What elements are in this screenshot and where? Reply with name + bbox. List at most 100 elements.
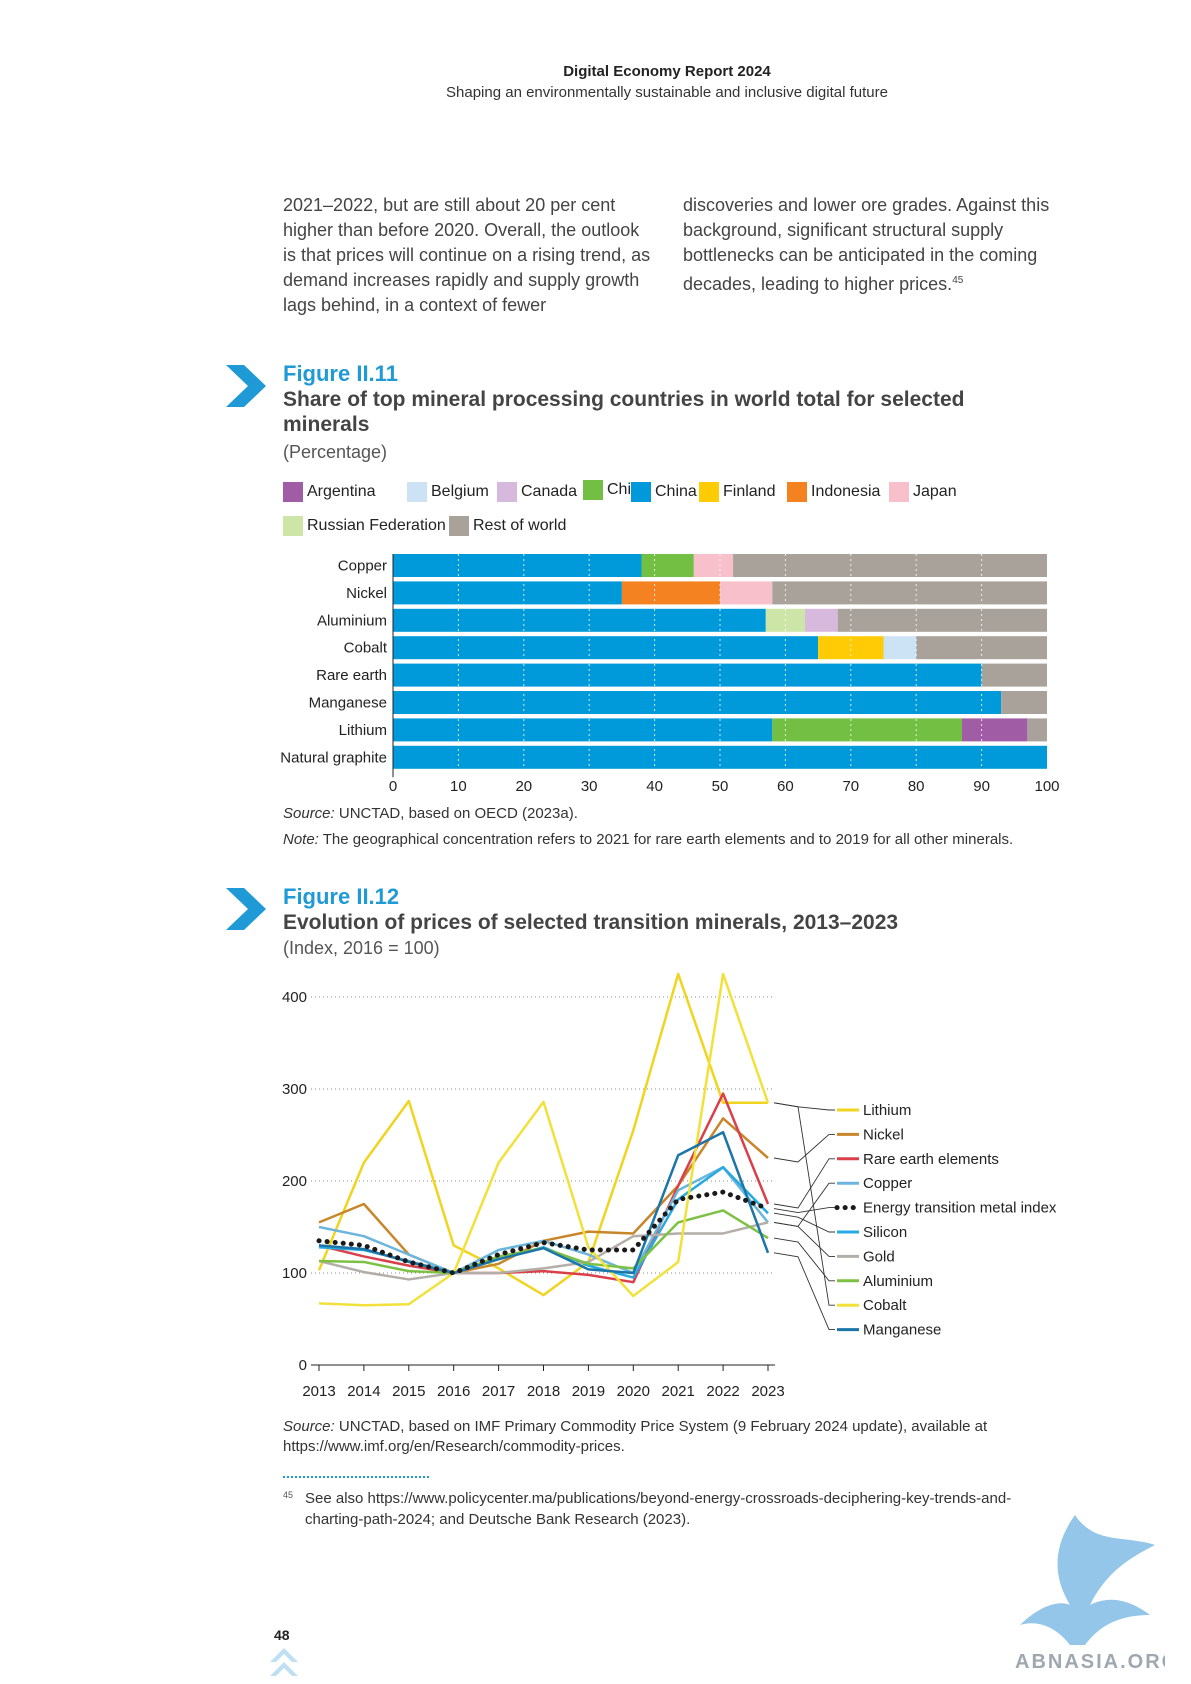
legend-swatch (787, 482, 807, 502)
tick-label: 30 (581, 778, 598, 795)
figure-12-chart: 0 100 200 300 400 2013 2014 2015 2016 2017 2018 201… (282, 972, 1057, 1400)
footnote-marker: 45 (283, 1490, 294, 1500)
bar-segment (621, 581, 720, 605)
legend-item: Russian Federation (283, 516, 446, 536)
legend-item: China (631, 482, 697, 502)
figure-12-unit: (Index, 2016 = 100) (283, 938, 440, 958)
legend-label: Gold (863, 1248, 895, 1265)
legend-label: Energy transition metal index (863, 1200, 1057, 1217)
legend-leader-line (773, 1207, 835, 1214)
tick-label: 2014 (347, 1383, 380, 1400)
legend-label: Manganese (863, 1322, 941, 1339)
series-line (318, 1092, 770, 1284)
tick-label: 50 (712, 778, 729, 795)
figure-11-title: Share of top mineral processing countrie… (283, 388, 965, 436)
series-line (318, 1130, 770, 1275)
figure-12-number: Figure II.12 (283, 884, 400, 909)
bar-segment (818, 636, 884, 660)
report-subtitle: Shaping an environmentally sustainable a… (446, 84, 888, 101)
source-label: Source: (283, 1418, 335, 1435)
tick-label: 100 (282, 1265, 307, 1282)
legend-leader-line (773, 1158, 835, 1209)
bar-segment (693, 554, 734, 577)
source-label: Source: (283, 805, 335, 822)
legend-swatch (407, 482, 427, 502)
figure-11-number: Figure II.11 (283, 361, 398, 386)
legend-label: Lithium (863, 1102, 911, 1119)
tick-label: 2023 (751, 1383, 784, 1400)
figure-12-title: Evolution of prices of selected transiti… (283, 911, 899, 934)
legend-swatch (889, 482, 909, 502)
footnote-divider (283, 1476, 429, 1478)
category-label: Natural graphite (280, 749, 387, 766)
tick-label: 2015 (392, 1383, 425, 1400)
legend-leader-line (773, 1102, 835, 1306)
series-line (316, 1189, 771, 1276)
series-line (318, 972, 770, 1307)
legend-item: Argentina (283, 482, 376, 502)
legend-swatch (583, 480, 603, 500)
bar-segment (1027, 718, 1047, 742)
bar-segment (393, 581, 622, 605)
legend-label: Indonesia (811, 483, 881, 500)
legend-label: Aluminium (863, 1273, 933, 1290)
bar-segment (1001, 691, 1047, 714)
watermark-text: ABNASIA.ORG (1015, 1651, 1165, 1673)
legend-item: Belgium (407, 482, 489, 502)
category-label: Copper (338, 558, 387, 575)
bar-segment (916, 636, 1047, 660)
watermark-logo: ABNASIA.ORG (1015, 1515, 1165, 1673)
tick-label: 60 (777, 778, 794, 795)
legend-swatch (449, 516, 469, 536)
legend-label: Canada (521, 483, 578, 500)
page-up-chevron-icon (270, 1648, 298, 1676)
tick-label: 2021 (662, 1383, 695, 1400)
report-title: Digital Economy Report 2024 (563, 63, 771, 80)
legend-label: Argentina (307, 483, 376, 500)
series-line (318, 1221, 769, 1281)
tick-label: 0 (299, 1357, 307, 1374)
tick-label: 2022 (706, 1383, 739, 1400)
bar-segment (393, 718, 773, 742)
tick-label: 200 (282, 1173, 307, 1190)
bar-segment (733, 554, 1047, 577)
legend-label: Nickel (863, 1126, 904, 1143)
bar-segment (772, 718, 962, 742)
tick-label: 2017 (482, 1383, 515, 1400)
tick-label: 100 (1034, 778, 1059, 795)
legend-swatch (631, 482, 651, 502)
category-label: Manganese (309, 695, 387, 712)
body-column-left: 2021–2022, but are still about 20 per ce… (283, 193, 653, 318)
tick-label: 20 (515, 778, 532, 795)
body-text-right: discoveries and lower ore grades. Agains… (683, 195, 1050, 294)
category-label: Nickel (346, 585, 387, 602)
note-label: Note: (283, 831, 319, 848)
source-text: UNCTAD, based on OECD (2023a). (338, 805, 578, 822)
legend-swatch (283, 516, 303, 536)
source-text: UNCTAD, based on IMF Primary Commodity P… (283, 1418, 988, 1455)
figure-11-chart: Copper Nickel Aluminium Cobalt Rare earth Man… (280, 554, 1060, 795)
figure-11-legend: Argentina Belgium Canada Chile China Finland I… (283, 480, 1043, 542)
note-text: The geographical concentration refers to… (322, 831, 1014, 848)
legend-item: Finland (699, 482, 775, 502)
legend-label: Rest of world (473, 517, 567, 534)
figure-11-source: Source: UNCTAD, based on OECD (2023a). (283, 805, 578, 822)
bar-segment (720, 581, 773, 605)
tick-label: 400 (282, 989, 307, 1006)
footnote-text: See also https://www.policycenter.ma/pub… (305, 1490, 1012, 1528)
legend-label: Rare earth elements (863, 1151, 999, 1168)
legend-label: Japan (913, 483, 957, 500)
tick-label: 300 (282, 1081, 307, 1098)
tick-label: 80 (908, 778, 925, 795)
legend-label: Copper (863, 1175, 912, 1192)
legend-swatch (699, 482, 719, 502)
legend-swatch (283, 482, 303, 502)
footnote-ref[interactable]: 45 (952, 275, 964, 286)
bar-segment (805, 608, 838, 632)
bar-segment (837, 608, 1047, 632)
tick-label: 2016 (437, 1383, 470, 1400)
body-column-right: discoveries and lower ore grades. Agains… (683, 193, 1053, 297)
series-line (317, 972, 768, 1297)
bar-segment (393, 608, 766, 632)
category-label: Cobalt (344, 640, 388, 657)
